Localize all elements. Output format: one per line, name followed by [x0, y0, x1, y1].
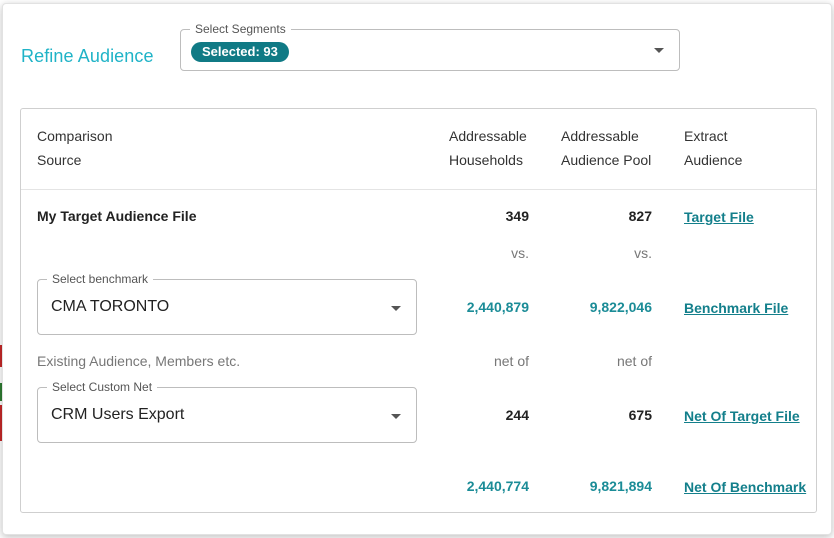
net-of-target-file-link[interactable]: Net Of Target File: [684, 408, 800, 424]
chevron-down-icon[interactable]: [391, 414, 401, 419]
net-benchmark-pool: 9,821,894: [589, 478, 652, 494]
column-header-pool: Addressable Audience Pool: [561, 128, 652, 168]
benchmark-file-link[interactable]: Benchmark File: [684, 300, 789, 316]
custom-net-select-label: Select Custom Net: [47, 380, 158, 394]
net-of-label-households: net of: [493, 353, 529, 369]
benchmark-pool: 9,822,046: [589, 299, 652, 315]
benchmark-select[interactable]: Select benchmark CMA TORONTO: [37, 272, 417, 335]
selected-count-chip[interactable]: Selected: 93: [191, 42, 289, 62]
benchmark-households: 2,440,879: [466, 299, 529, 315]
target-pool: 827: [628, 208, 652, 224]
existing-audience-label: Existing Audience, Members etc.: [37, 353, 241, 369]
comparison-table: Comparison Source Addressable Households…: [20, 108, 817, 513]
column-header-extract: Extract Audience: [684, 128, 743, 168]
custom-net-households: 244: [505, 407, 529, 423]
column-header-source: Comparison Source: [37, 128, 113, 168]
benchmark-select-value: CMA TORONTO: [51, 298, 170, 315]
header-divider: [21, 189, 816, 190]
benchmark-select-label: Select benchmark: [47, 272, 154, 286]
custom-net-select-value: CRM Users Export: [51, 406, 185, 423]
refine-audience-dialog: Refine Audience Select Segments Selected…: [2, 3, 832, 535]
net-benchmark-households: 2,440,774: [466, 478, 529, 494]
select-segments-field[interactable]: Select Segments Selected: 93: [180, 22, 680, 71]
target-audience-label: My Target Audience File: [37, 208, 197, 224]
custom-net-pool: 675: [628, 407, 652, 423]
net-of-label-pool: net of: [616, 353, 652, 369]
net-of-benchmark-link[interactable]: Net Of Benchmark: [684, 479, 807, 495]
vs-label-households: vs.: [511, 245, 529, 261]
chevron-down-icon[interactable]: [391, 306, 401, 311]
chevron-down-icon[interactable]: [654, 48, 664, 53]
dialog-title: Refine Audience: [21, 46, 154, 66]
custom-net-select[interactable]: Select Custom Net CRM Users Export: [37, 380, 417, 443]
target-households: 349: [505, 208, 529, 224]
select-segments-label: Select Segments: [190, 22, 291, 36]
column-header-households: Addressable Households: [449, 128, 527, 168]
target-file-link[interactable]: Target File: [684, 209, 754, 225]
vs-label-pool: vs.: [634, 245, 652, 261]
